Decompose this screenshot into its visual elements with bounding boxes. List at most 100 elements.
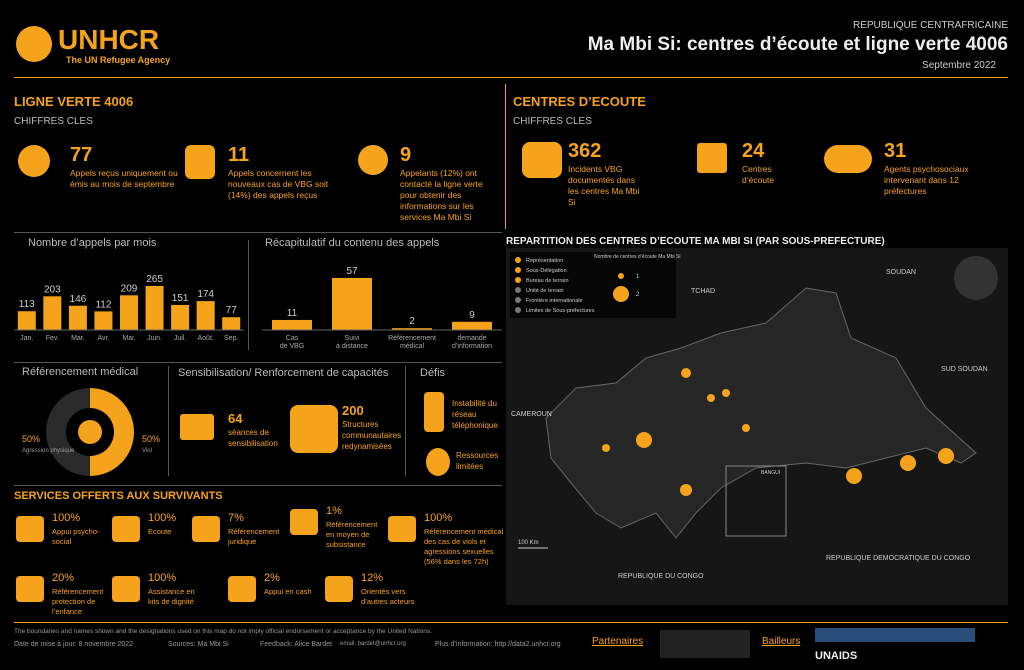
section-subheading: CHIFFRES CLES: [14, 116, 93, 127]
country-label: REPUBLIQUE DEMOCRATIQUE DU CONGO: [826, 555, 971, 562]
value-label: 57: [346, 266, 358, 277]
service-icon: [112, 516, 140, 542]
disclaimer: The boundaries and names shown and the d…: [14, 628, 432, 635]
inset: [725, 465, 787, 537]
centre: [900, 455, 916, 471]
centre: [846, 468, 862, 484]
category-label: Référencement médical: [388, 335, 436, 350]
legend-label: Unité de terrain: [526, 288, 564, 294]
separator: [14, 485, 502, 486]
figure-value: 9: [400, 144, 412, 166]
country-label: SOUDAN: [886, 269, 916, 276]
category-label: Suivi à distance: [336, 335, 368, 350]
service-value: 7%: [228, 512, 244, 524]
separator: [405, 366, 406, 476]
country: REPUBLIQUE CENTRAFRICAINE: [852, 20, 1008, 31]
size-symbol: [618, 273, 624, 279]
legend-label: Limites de Sous-préfectures: [526, 308, 595, 314]
service-text: Référencement juridique: [228, 527, 280, 546]
value-label: 2: [409, 316, 415, 327]
category-label: Juil.: [174, 335, 187, 342]
legend-symbol: [515, 297, 521, 303]
figure-value: 24: [742, 140, 765, 162]
money-icon: [426, 448, 450, 476]
service-icon: [325, 576, 353, 602]
figure-value: 64: [228, 411, 243, 426]
service-icon: [16, 576, 44, 602]
bar: [452, 321, 492, 330]
donors: Bailleurs: [762, 636, 801, 647]
category-label: Jan.: [20, 335, 33, 342]
call-icon: [358, 145, 388, 175]
challenge: Instabilité du réseau téléphonique: [452, 399, 498, 430]
legend-label: Bureau de terrain: [526, 278, 569, 284]
bar: [120, 295, 138, 330]
partners: Partenaires: [592, 636, 644, 647]
service-text: Référencement médical des cas de viols e…: [424, 527, 504, 566]
separator: [168, 366, 169, 476]
chart-title: Récapitulatif du contenu des appels: [265, 237, 440, 249]
figure-text: Structures communautaires redynamisées: [342, 420, 402, 451]
legend-symbol: [515, 257, 521, 263]
value-label: 112: [95, 299, 111, 310]
separator: [248, 240, 249, 350]
network-icon: [290, 405, 338, 453]
chart-title: Référencement médical: [22, 366, 139, 378]
bar: [196, 301, 215, 330]
phone-icon: [18, 145, 50, 177]
globe: [954, 256, 998, 300]
value-label: 151: [172, 293, 189, 304]
section-title: Défis: [420, 367, 446, 379]
content-chart: 11 Cas de VBG 57 Suivi à distance 2 Référenceme…: [262, 266, 502, 350]
feedback: Feedback: Alice Bardet: [260, 641, 332, 648]
sources: Sources: Ma Mbi Si: [168, 641, 229, 648]
donut-segment: [90, 388, 134, 476]
centre: [681, 368, 691, 378]
service-value: 100%: [424, 512, 453, 524]
group-icon: [824, 145, 872, 173]
figure-text: Appels concernent les nouveaux cas de VB…: [228, 168, 329, 200]
bar: [43, 296, 62, 330]
bar: [145, 286, 164, 330]
map-title: REPARTITION DES CENTRES D’ECOUTE MA MBI …: [506, 236, 885, 247]
referral-chart: 50% Agression physique 50% Viol: [22, 388, 160, 476]
figure-value: 77: [70, 144, 93, 166]
section-heading: CENTRES D’ECOUTE: [513, 94, 646, 109]
hands-icon: [522, 142, 562, 178]
bar: [332, 278, 372, 330]
section-title: Sensibilisation/ Renforcement de capacit…: [178, 367, 389, 379]
email: email: bardet@unhcr.org: [340, 641, 406, 647]
figure-text: Centres d’écoute: [742, 164, 775, 185]
bar: [17, 311, 36, 330]
donor-logos: [815, 628, 975, 642]
service-text: Appui psycho-social: [52, 527, 100, 546]
bar: [272, 319, 312, 330]
chart-title: Nombre d’appels par mois: [28, 237, 157, 249]
caduceus-icon: [78, 420, 102, 444]
title: Ma Mbi Si: centres d’écoute et ligne ver…: [587, 34, 1008, 55]
value-label: 50%: [22, 434, 40, 444]
legend-label: Représentation: [526, 258, 563, 264]
service-text: Assistance en kits de dignité: [148, 587, 195, 606]
divider: [14, 622, 1008, 623]
scale-label: 100 Km: [518, 540, 539, 546]
category-label: Mar.: [71, 335, 85, 342]
category-label: Viol: [142, 448, 152, 454]
figure-text: Agents psychosociaux intervenant dans 12…: [884, 164, 969, 196]
service-icon: [16, 516, 44, 542]
category-label: Août.: [197, 335, 213, 342]
divider: [14, 77, 1008, 78]
service-text: Ecoute: [148, 527, 172, 536]
logo-text: UNHCR: [58, 24, 160, 55]
service-icon: [388, 516, 416, 542]
service-value: 2%: [264, 572, 280, 584]
size-label: 1: [636, 274, 640, 280]
challenge: Ressources limitées: [456, 451, 499, 471]
centres: [602, 368, 954, 496]
person-icon: [185, 145, 215, 179]
service-text: Appui en cash: [264, 587, 312, 596]
service-icon: [228, 576, 256, 602]
value-label: 146: [70, 294, 87, 305]
